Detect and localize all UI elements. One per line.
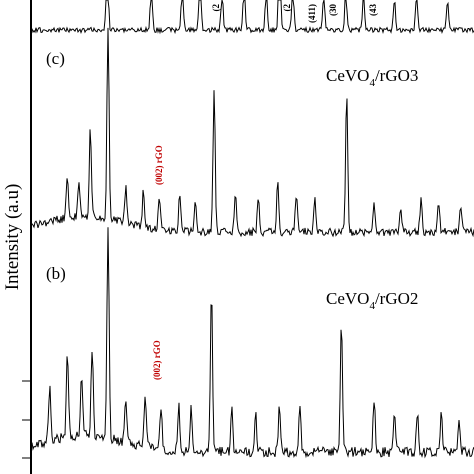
sample-label-rest: /rGO3 <box>375 66 418 85</box>
hkl-labels-d: (2 (2 (411) (30 (43 <box>211 4 378 23</box>
rgo-annotation-b: (002) rGO <box>152 340 162 380</box>
series-line-b <box>31 227 474 459</box>
hkl-label: (2 <box>282 4 292 12</box>
sample-label-subscript: 4 <box>369 77 375 89</box>
rgo-annotation-c: (002) rGO <box>154 145 164 185</box>
sample-label-main: CeVO <box>326 289 369 308</box>
panel-label-b: (b) <box>46 264 66 283</box>
sample-label-b: CeVO4/rGO2 <box>326 289 418 312</box>
hkl-label: (411) <box>307 4 317 23</box>
sample-label-c: CeVO4/rGO3 <box>326 66 418 89</box>
panel-label-c: (c) <box>46 49 65 68</box>
sample-label-subscript: 4 <box>369 300 375 312</box>
series-line-d <box>31 0 474 35</box>
hkl-label: (30 <box>328 4 338 16</box>
hkl-label: (43 <box>368 4 378 16</box>
y-axis-label: Intensity (a.u) <box>2 184 23 291</box>
sample-label-main: CeVO <box>326 66 369 85</box>
hkl-label: (2 <box>211 4 221 12</box>
series-line-c <box>31 27 474 238</box>
sample-label-rest: /rGO2 <box>375 289 418 308</box>
